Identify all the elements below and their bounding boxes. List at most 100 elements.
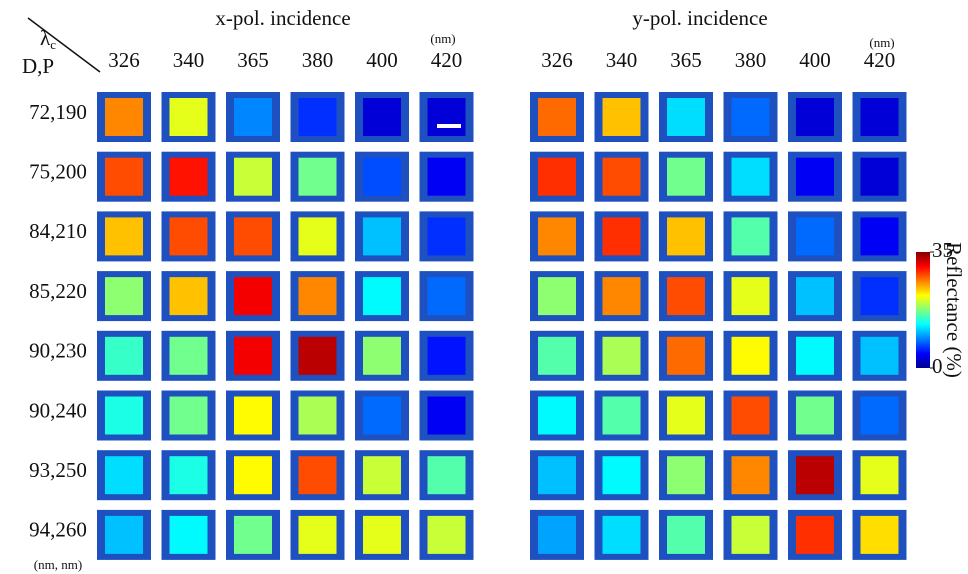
tile [732,277,770,315]
tile [603,456,641,494]
tile [105,277,143,315]
x-unit: (nm) [430,31,455,46]
tile [363,516,401,554]
row-label: 90,230 [29,339,87,363]
tile [732,456,770,494]
panel-title: x-pol. incidence [215,6,350,30]
tile [234,277,272,315]
tile [170,516,208,554]
column-label: 380 [302,48,334,72]
tile [363,337,401,375]
tile [732,337,770,375]
tile [667,277,705,315]
tile [603,158,641,196]
tile [234,516,272,554]
tile [363,217,401,255]
figure: λc D,P x-pol. incidence y-pol. incidence… [0,0,968,574]
tile [796,516,834,554]
tile [428,337,466,375]
tile [538,217,576,255]
tile [363,397,401,435]
tile [299,397,337,435]
tile [428,456,466,494]
column-label: 400 [366,48,398,72]
tile [170,98,208,136]
tile [667,456,705,494]
colorbar-tick-label: 0 [932,354,943,378]
tile [796,217,834,255]
row-label: 75,200 [29,160,87,184]
tile [363,158,401,196]
tile [105,217,143,255]
tile [667,337,705,375]
column-label: 420 [864,48,896,72]
tile [732,98,770,136]
x-label: λc [40,26,56,52]
y-label: D,P [22,54,54,78]
tile [861,516,899,554]
tile [428,158,466,196]
column-label: 400 [799,48,831,72]
tile [363,456,401,494]
tile [170,158,208,196]
tile [861,337,899,375]
tile [234,217,272,255]
tile [299,456,337,494]
tile [861,98,899,136]
tile [603,397,641,435]
tile [299,337,337,375]
row-label: 85,220 [29,279,87,303]
column-label: 380 [735,48,767,72]
tile [796,337,834,375]
tile [170,397,208,435]
tile [428,516,466,554]
tile [796,158,834,196]
tile [170,217,208,255]
tile [732,397,770,435]
tile [363,98,401,136]
tile [861,158,899,196]
tile [105,516,143,554]
tile [796,397,834,435]
tile [234,456,272,494]
tile [667,158,705,196]
tile [732,217,770,255]
tile [170,337,208,375]
column-label: 340 [606,48,638,72]
tile [732,158,770,196]
column-label: 420 [431,48,463,72]
tile [428,217,466,255]
tile [428,98,466,136]
tile [603,337,641,375]
colorbar-tick-label: 35 [932,238,953,262]
tile [796,456,834,494]
tile [105,98,143,136]
column-label: 326 [541,48,573,72]
scale-bar [437,124,461,128]
colorbar [916,252,930,368]
tile [234,98,272,136]
x-label-subscript: c [50,37,56,52]
tile [538,98,576,136]
tile [603,217,641,255]
tile [170,277,208,315]
tile [861,277,899,315]
tile [299,98,337,136]
tile [796,277,834,315]
tile [234,337,272,375]
column-label: 326 [108,48,140,72]
row-label: 94,260 [29,518,87,542]
tile [667,98,705,136]
row-label: 90,240 [29,398,87,422]
row-label: 84,210 [29,219,87,243]
tile [234,397,272,435]
tile [299,516,337,554]
column-label: 365 [237,48,269,72]
tile [105,456,143,494]
tile [428,397,466,435]
colorbar-label: Reflectance (%) [942,242,966,378]
tile [234,158,272,196]
tile [538,397,576,435]
tile [603,277,641,315]
column-label: 340 [173,48,205,72]
